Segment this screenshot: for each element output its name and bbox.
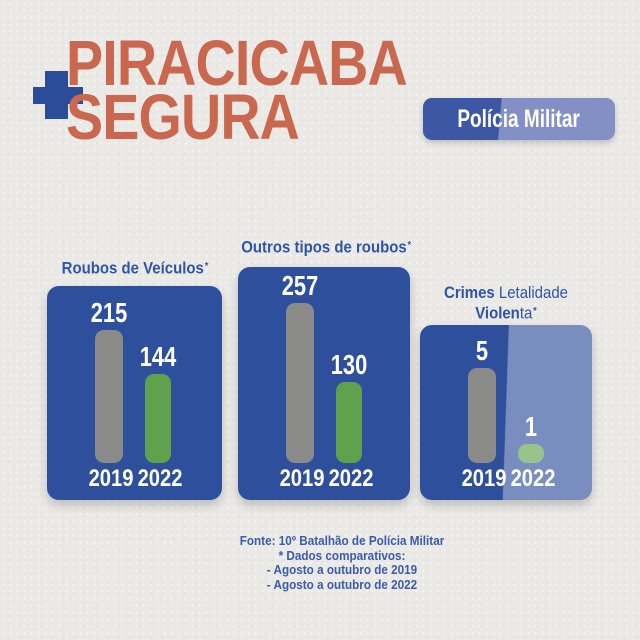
bar-2022 <box>145 374 171 463</box>
bar-2022 <box>518 444 544 463</box>
asterisk-note: * <box>407 239 412 251</box>
bar-value-2022: 1 <box>524 411 538 442</box>
bar-label-2022: 2022 <box>510 465 556 492</box>
period-2022-line: - Agosto a outubro de 2022 <box>266 576 418 592</box>
bar-value-2022: 130 <box>330 349 368 380</box>
bar-2019 <box>95 330 123 463</box>
page-title: PIRACICABA SEGURA <box>66 31 408 149</box>
source-note: Fonte: 10º Batalhão de Polícia Militar *… <box>192 533 492 592</box>
asterisk-note: * <box>204 260 209 272</box>
bar-2019 <box>286 303 314 463</box>
period-2019-line: - Agosto a outubro de 2019 <box>266 562 418 577</box>
chart-panel-crimes-letalidade: 5 1 2019 2022 <box>420 325 592 500</box>
bar-value-2019: 215 <box>90 297 128 328</box>
note-line: * Dados comparativos: <box>278 547 406 563</box>
chart-panel-outros-roubos: 257 130 2019 2022 <box>238 267 410 500</box>
bar-value-2019: 5 <box>475 335 489 366</box>
bar-label-2019: 2019 <box>279 465 325 492</box>
chart-panel-roubos-veiculos: 215 144 2019 2022 <box>47 286 222 500</box>
chart-title-outros-roubos: Outros tipos de roubos* <box>241 237 412 257</box>
bar-label-2019: 2019 <box>461 465 507 492</box>
chart-title-roubos-veiculos: Roubos de Veículos* <box>61 258 209 278</box>
bar-label-2022: 2022 <box>137 465 183 492</box>
bar-label-2019: 2019 <box>88 465 134 492</box>
badge-label: Polícia Militar <box>457 104 581 133</box>
bar-label-2022: 2022 <box>328 465 374 492</box>
chart-title-crimes-letalidade: Crimes Letalidade Violenta* <box>444 283 568 323</box>
asterisk-note: * <box>533 305 537 317</box>
bar-value-2019: 257 <box>281 270 319 301</box>
source-line: Fonte: 10º Batalhão de Polícia Militar <box>239 533 445 548</box>
bar-value-2022: 144 <box>139 341 177 372</box>
bar-2022 <box>336 382 362 463</box>
policia-militar-badge: Polícia Militar <box>423 98 615 140</box>
bar-2019 <box>468 368 496 463</box>
